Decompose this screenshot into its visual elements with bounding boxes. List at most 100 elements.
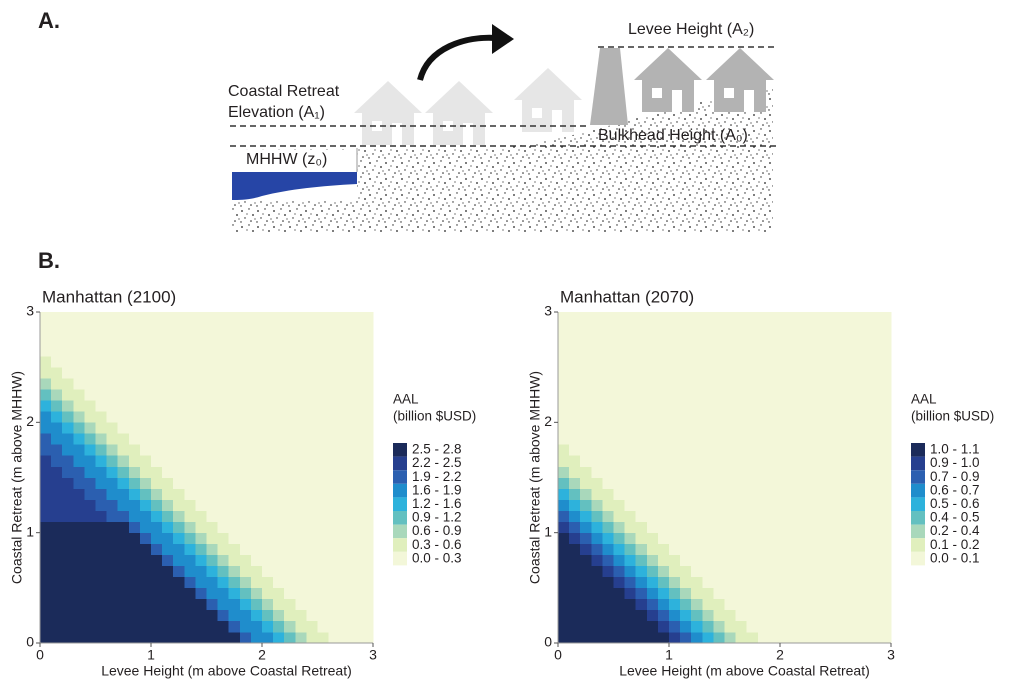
heat-cell xyxy=(691,477,703,489)
heat-cell xyxy=(184,532,196,544)
heat-cell xyxy=(757,466,770,478)
heat-cell xyxy=(879,323,892,335)
heat-cell xyxy=(162,587,174,600)
heat-cell xyxy=(857,543,870,556)
heat-cell xyxy=(879,466,892,478)
heat-cell xyxy=(106,477,118,489)
heat-cell xyxy=(657,334,670,346)
heat-cell xyxy=(657,576,670,589)
heat-cell xyxy=(195,411,207,423)
y-axis-label: Coastal Retreat (m above MHHW) xyxy=(9,371,25,584)
heat-cell xyxy=(40,455,52,467)
heat-cell xyxy=(735,576,747,589)
heat-cell xyxy=(284,312,296,324)
heat-cell xyxy=(846,411,858,423)
heat-cell xyxy=(558,378,570,390)
heat-cell xyxy=(813,477,825,489)
heat-cell xyxy=(217,345,229,357)
heat-cell xyxy=(173,521,185,533)
heat-cell xyxy=(184,477,196,489)
heat-cell xyxy=(328,488,340,500)
heat-cell xyxy=(173,411,185,423)
heat-cell xyxy=(328,510,340,522)
heat-cell xyxy=(757,631,770,644)
heat-cell xyxy=(306,367,318,379)
heat-cell xyxy=(879,510,892,522)
heat-cell xyxy=(724,466,736,478)
heat-cell xyxy=(691,345,703,357)
heat-cell xyxy=(624,367,636,379)
heat-cell xyxy=(284,565,296,578)
heat-cell xyxy=(128,488,141,500)
heat-cell xyxy=(613,433,625,445)
heat-cell xyxy=(361,488,374,500)
heat-cell xyxy=(173,609,185,622)
heat-cell xyxy=(702,554,714,567)
heat-cell xyxy=(613,587,625,600)
label: Levee Height (A₂) xyxy=(628,21,754,38)
heat-cell xyxy=(757,532,770,544)
heat-cell xyxy=(139,356,152,368)
heat-cell xyxy=(173,455,185,467)
heat-cell xyxy=(151,356,163,368)
legend-label: 0.5 - 0.6 xyxy=(930,496,980,511)
heat-cell xyxy=(262,444,274,456)
heat-cell xyxy=(824,323,836,335)
heat-cell xyxy=(735,488,747,500)
heat-cell xyxy=(735,466,747,478)
legend-swatch xyxy=(393,443,407,457)
heat-cell xyxy=(591,312,603,324)
heat-cell xyxy=(106,521,118,533)
heat-cell xyxy=(624,466,636,478)
heat-cell xyxy=(73,488,85,500)
heat-cell xyxy=(868,323,881,335)
heat-cell xyxy=(780,631,792,644)
legend-swatch xyxy=(911,524,925,539)
heat-cell xyxy=(824,466,836,478)
heat-cell xyxy=(262,532,274,544)
heat-cell xyxy=(328,631,340,644)
heat-cell xyxy=(306,455,318,467)
heat-cell xyxy=(284,356,296,368)
heat-cell xyxy=(635,510,648,522)
heat-cell xyxy=(768,367,781,379)
heat-cell xyxy=(879,532,892,544)
heat-cell xyxy=(73,389,85,401)
heat-cell xyxy=(813,323,825,335)
heat-cell xyxy=(868,389,881,401)
heat-cell xyxy=(757,334,770,346)
heat-cell xyxy=(162,312,174,324)
heat-cell xyxy=(580,345,592,357)
heat-cell xyxy=(195,565,207,578)
heat-cell xyxy=(702,444,714,456)
heat-cell xyxy=(106,587,118,600)
heat-cell xyxy=(857,620,870,633)
heat-cell xyxy=(635,400,648,412)
heat-cell xyxy=(558,334,570,346)
heat-cell xyxy=(51,554,63,567)
heat-cell xyxy=(768,477,781,489)
heat-cell xyxy=(558,576,570,589)
heat-cell xyxy=(62,510,74,522)
y-tick-label: 0 xyxy=(26,634,34,650)
heat-cell xyxy=(117,598,130,611)
heat-cell xyxy=(746,488,759,500)
heat-cell xyxy=(879,312,892,324)
heat-cell xyxy=(239,444,252,456)
heat-cell xyxy=(691,400,703,412)
legend-label: 0.4 - 0.5 xyxy=(930,510,980,525)
heat-cell xyxy=(206,444,218,456)
heat-cell xyxy=(273,477,285,489)
heat-cell xyxy=(239,510,252,522)
heat-cell xyxy=(328,411,340,423)
heat-cell xyxy=(139,334,152,346)
heat-cell xyxy=(702,499,714,511)
heat-cell xyxy=(73,620,85,633)
heat-cell xyxy=(273,521,285,533)
heat-cell xyxy=(151,422,163,434)
heat-cell xyxy=(195,510,207,522)
heat-cell xyxy=(591,411,603,423)
heat-cell xyxy=(62,334,74,346)
heat-cell xyxy=(824,543,836,556)
